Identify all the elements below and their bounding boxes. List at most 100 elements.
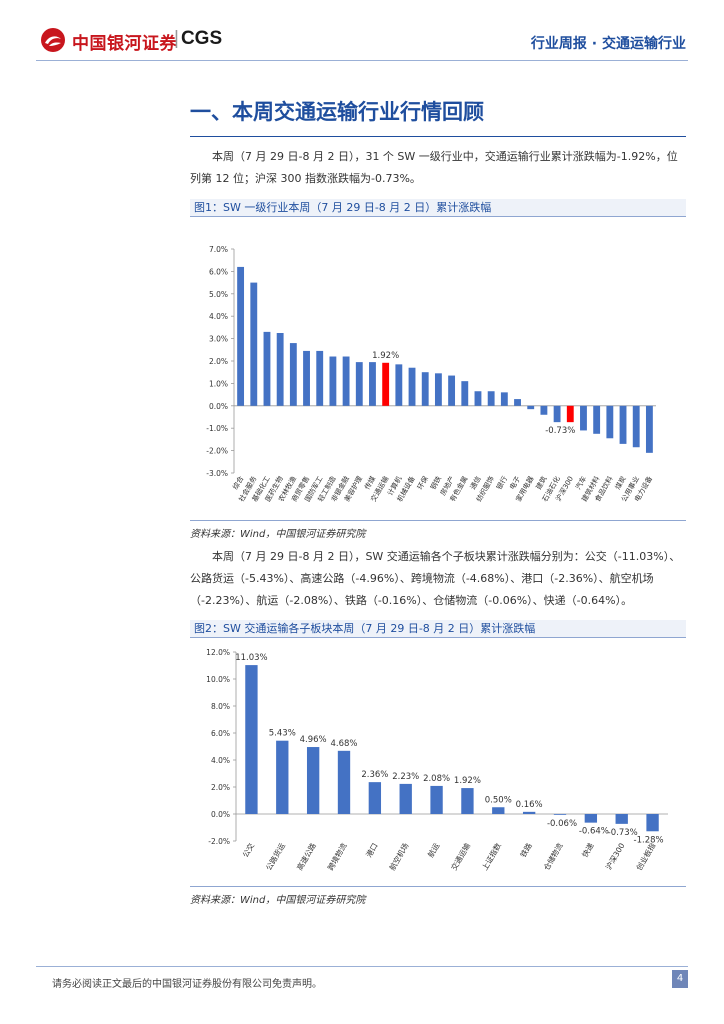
cgs-logo-icon [41,28,65,52]
x-category-label: 公路货运 [263,841,287,872]
transport-subsector-bar-chart: -2.0% 0.0% 2.0% 4.0% 6.0% 8.0% 10.0% 12.0% 公交 11.… [206,648,668,872]
data-label: 0.50% [485,795,512,805]
x-category-label: 快递 [579,841,595,859]
bar-9 [492,807,505,814]
bar-32 [645,405,653,453]
bar-3 [306,747,320,814]
footer-disclaimer: 请务必阅读正文最后的中国银河证券股份有限公司免责声明。 [52,979,322,990]
y-tick-label: 3.0% [209,335,228,344]
x-category-label: 高速公路 [294,841,318,872]
bar-4 [337,750,351,814]
x-category-label: 上证指数 [479,841,503,872]
figure1-title: 图1：SW 一级行业本周（7 月 29 日-8 月 2 日）累计涨跌幅 [190,199,686,217]
y-tick-label: -3.0% [206,469,228,478]
bar-6 [399,783,412,814]
bar-11 [553,814,567,815]
subsector-paragraph: 本周（7 月 29 日-8 月 2 日），SW 交通运输各个子板块累计涨跌幅分别… [190,550,681,607]
bar-3 [263,331,271,406]
report-category: 行业周报 · 交通运输行业 [530,36,686,52]
x-category-label: 港口 [363,841,379,859]
x-category-label: 公交 [240,841,256,859]
bar-2 [250,282,258,406]
x-category-label: 铁路 [518,841,534,859]
summary-paragraph: 本周（7 月 29 日-8 月 2 日），31 个 SW 一级行业中，交通运输行… [190,150,678,185]
bar-14 [408,367,416,406]
bar-20 [487,391,495,406]
y-tick-label: -2.0% [208,837,230,846]
bar-9 [342,356,350,406]
figure2-title: 图2：SW 交通运输各子板块本周（7 月 29 日-8 月 2 日）累计涨跌幅 [190,620,686,638]
bar-24 [540,405,548,415]
x-category-label: 环保 [415,475,430,492]
data-label: 1.92% [454,776,481,786]
bar-17 [448,375,456,406]
bar-22 [514,399,521,406]
x-category-label: 航空机场 [387,841,411,872]
data-label: -0.06% [547,819,577,829]
bar-1 [245,665,258,814]
y-tick-label: 12.0% [206,648,230,657]
data-label: 1.92% [372,351,399,361]
x-category-label: 航运 [425,841,441,859]
bar-14 [646,814,659,832]
y-tick-label: 7.0% [209,245,228,254]
bar-25 [553,405,561,423]
x-category-label: 跨境物流 [325,841,349,872]
bar-2 [276,740,289,814]
data-label: 4.68% [330,739,357,749]
data-label: -0.73% [545,426,575,436]
data-label: 2.23% [392,772,419,782]
header-divider [36,60,688,61]
bar-5 [368,782,382,814]
bar-30 [619,405,627,444]
logo-chinese: 中国银河证券 [72,34,177,54]
y-tick-label: 2.0% [209,357,228,366]
y-tick-label: 4.0% [209,312,228,321]
bar-13 [395,364,403,406]
data-label: -0.64% [579,827,609,837]
x-category-label: 银行 [494,475,509,492]
sw-industry-bar-chart: -3.0% -2.0% -1.0% 0.0% 1.0% 2.0% 3.0% 4.0% 5.0% 6… [206,245,656,503]
y-tick-label: -1.0% [206,424,228,433]
figure1-bottom-line [190,520,686,521]
bar-7 [316,350,324,406]
x-category-label: 仓储物流 [541,841,565,872]
data-label: -1.28% [634,835,664,845]
y-tick-label: -2.0% [206,447,228,456]
y-tick-label: 10.0% [206,675,230,684]
data-label: -0.73% [608,828,638,838]
data-label: 0.16% [516,800,543,810]
bar-6 [303,350,310,406]
x-category-label: 交通运输 [449,841,473,872]
bar-8 [329,356,337,406]
bar-7 [430,785,443,814]
y-tick-label: 5.0% [209,290,228,299]
bar-11 [369,362,376,406]
footer-divider [36,966,688,967]
y-tick-label: 6.0% [211,729,230,738]
bar-8 [461,788,474,814]
bar-1 [237,266,245,406]
bar-12 [584,814,598,823]
logo-english: | CGS [174,28,223,49]
data-label: 2.08% [423,774,450,784]
figure1-source: 资料来源：Wind，中国银河证券研究院 [190,529,366,540]
bar-16 [434,373,442,406]
y-tick-label: 6.0% [209,267,228,276]
data-label: 2.36% [361,770,388,780]
y-tick-label: 0.0% [209,402,228,411]
figure2-bottom-line [190,886,686,887]
bar-21 [500,392,508,406]
data-label: 5.43% [269,729,296,739]
bar-4 [276,333,284,406]
bar-23 [527,405,535,410]
y-tick-label: 2.0% [211,783,230,792]
bar-27 [580,405,587,431]
bar-15 [421,372,429,406]
bar-12 [382,362,390,406]
bar-26 [566,405,574,423]
y-tick-label: 0.0% [211,810,230,819]
y-tick-label: 8.0% [211,702,230,711]
bar-5 [289,343,297,406]
figure2-source: 资料来源：Wind，中国银河证券研究院 [190,895,366,906]
